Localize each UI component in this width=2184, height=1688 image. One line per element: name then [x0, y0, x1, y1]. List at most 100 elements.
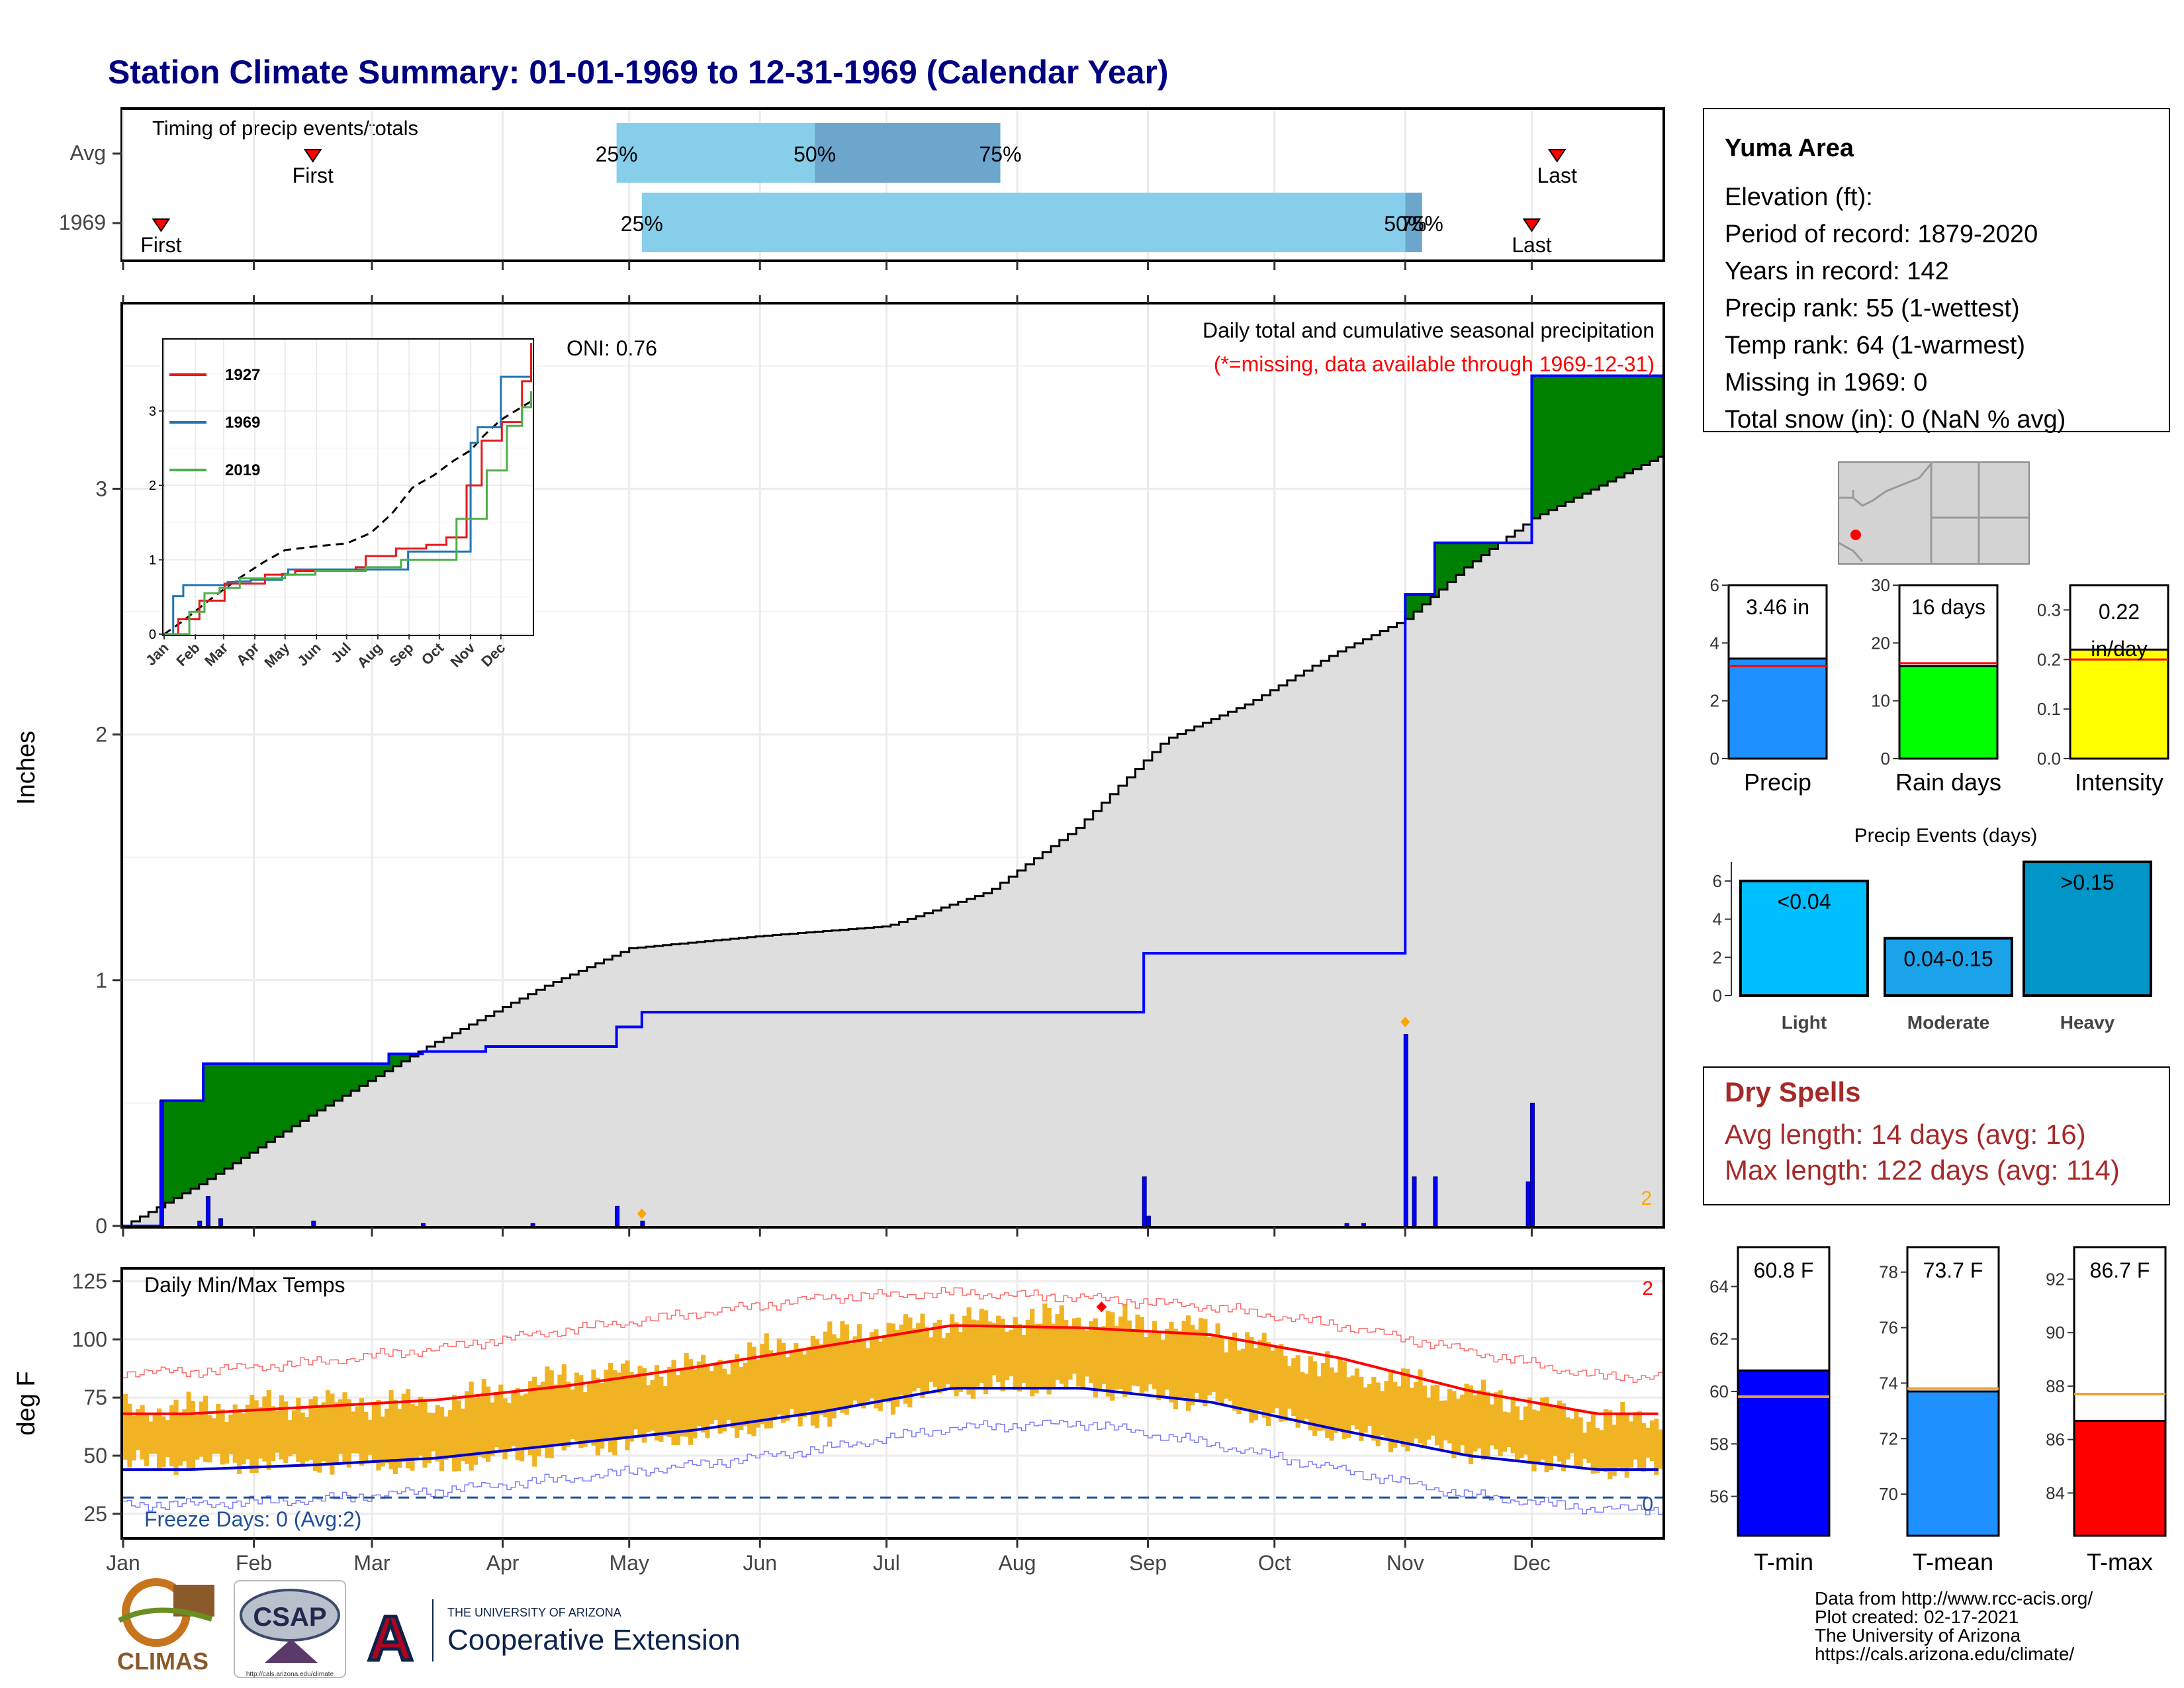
daily-temp-bar — [604, 1370, 609, 1442]
daily-temp-bar — [1308, 1356, 1313, 1430]
daily-temp-bar — [629, 1372, 634, 1442]
climas-logo-swoosh — [118, 1607, 213, 1623]
precip-anomaly-fill — [182, 1100, 187, 1194]
daily-temp-bar — [1624, 1413, 1629, 1478]
daily-temp-bar — [646, 1385, 651, 1432]
daily-temp-bar — [414, 1405, 419, 1458]
daily-temp-bar — [271, 1406, 276, 1462]
precip-anomaly-fill — [173, 1100, 179, 1198]
summary-y-tick-label: 0.3 — [2037, 600, 2061, 620]
precip-anomaly-fill — [346, 1064, 351, 1096]
temp-summary-y-tick-label: 88 — [2046, 1376, 2065, 1396]
daily-temp-bar — [1480, 1380, 1486, 1460]
precip-anomaly-fill — [312, 1064, 318, 1116]
daily-temp-bar — [1464, 1383, 1469, 1457]
daily-temp-bar — [1645, 1427, 1651, 1458]
daily-temp-bar — [498, 1384, 504, 1453]
daily-temp-bar — [506, 1403, 512, 1450]
daily-temp-bar — [1477, 1390, 1482, 1449]
precip-anomaly-fill — [1451, 543, 1457, 583]
daily-temp-bar — [1375, 1382, 1381, 1446]
precip-anomaly-fill — [291, 1064, 296, 1127]
precip-anomaly-fill — [1414, 594, 1418, 612]
daily-temp-bar — [1405, 1368, 1410, 1452]
footer: Data from http://www.rcc-acis.org/ Plot … — [117, 1578, 2093, 1678]
avg-cumulative-area — [123, 457, 1662, 1226]
temp-summary-value-label: 73.7 F — [1923, 1258, 1983, 1282]
last-event-marker — [1547, 149, 1567, 163]
daily-temp-bar — [701, 1354, 706, 1433]
daily-temp-bar — [266, 1389, 271, 1470]
daily-precip-bar — [1142, 1176, 1147, 1227]
precip-anomaly-fill — [1620, 375, 1625, 478]
temp-y-tick-label: 50 — [83, 1444, 107, 1468]
daily-temp-bar — [232, 1404, 238, 1463]
record-min-line — [123, 1419, 1662, 1516]
daily-temp-bar — [557, 1374, 563, 1444]
daily-temp-bar — [1608, 1410, 1613, 1479]
daily-temp-bar — [1126, 1320, 1132, 1394]
daily-temp-bar — [250, 1395, 255, 1474]
daily-temp-bar — [827, 1321, 833, 1427]
temp-summary-y-tick-label: 76 — [1879, 1318, 1898, 1338]
daily-temp-bar — [1299, 1372, 1305, 1423]
temp-y-axis-label: deg F — [13, 1371, 40, 1435]
daily-temp-bar — [279, 1395, 284, 1460]
daily-temp-bar — [1316, 1376, 1322, 1431]
daily-temp-bar — [659, 1376, 664, 1442]
daily-temp-bar — [675, 1375, 680, 1446]
daily-temp-bar — [625, 1360, 630, 1450]
daily-temp-bar — [435, 1405, 440, 1462]
daily-temp-bar — [334, 1402, 339, 1466]
daily-temp-bar — [772, 1353, 778, 1419]
daily-temp-bar — [1649, 1420, 1655, 1462]
daily-temp-bar — [1291, 1358, 1297, 1417]
precip-anomaly-fill — [232, 1064, 238, 1164]
daily-temp-bar — [367, 1419, 373, 1455]
dry-spells-frame — [1703, 1066, 2170, 1205]
daily-temp-bar — [561, 1364, 567, 1451]
temp-x-tick-label: Jul — [873, 1551, 900, 1575]
daily-temp-bar — [481, 1379, 486, 1458]
daily-temp-bar — [852, 1336, 858, 1401]
climas-logo-text: CLIMAS — [117, 1648, 208, 1675]
precip-anomaly-fill — [1654, 375, 1659, 461]
daily-temp-bar — [532, 1376, 537, 1467]
precip-anomaly-fill — [224, 1064, 229, 1169]
daily-temp-bar — [283, 1401, 289, 1464]
daily-temp-bar — [1658, 1429, 1663, 1469]
daily-temp-bar — [549, 1370, 554, 1459]
daily-temp-bar — [1409, 1387, 1414, 1444]
summary-y-tick-label: 30 — [1871, 575, 1890, 595]
inset-legend-label: 2019 — [225, 461, 260, 479]
station-period: Period of record: 1879-2020 — [1725, 220, 2038, 248]
precip-anomaly-fill — [1422, 594, 1427, 604]
precip-anomaly-fill — [220, 1064, 225, 1174]
daily-temp-bar — [220, 1409, 225, 1465]
daily-temp-bar — [426, 1412, 432, 1464]
daily-temp-bar — [1384, 1381, 1389, 1439]
summary-value-label: 16 days — [1911, 595, 1985, 619]
daily-temp-bar — [228, 1414, 234, 1454]
temp-summary-y-tick-label: 78 — [1879, 1262, 1898, 1282]
timing-bar-25-50 — [616, 123, 815, 183]
summary-y-tick-label: 2 — [1710, 691, 1719, 711]
locator-map — [1838, 461, 2030, 565]
precip-anomaly-fill — [275, 1064, 280, 1137]
precip-anomaly-fill — [186, 1100, 191, 1194]
daily-temp-bar — [1434, 1384, 1440, 1446]
summary-y-tick-label: 0.0 — [2037, 749, 2061, 769]
daily-temp-bar — [511, 1391, 516, 1446]
temp-lines — [123, 1287, 1662, 1516]
daily-temp-bar — [1071, 1318, 1077, 1374]
temp-x-tick-label: Dec — [1513, 1551, 1551, 1575]
first-event-marker — [152, 218, 171, 232]
daily-temp-bar — [1046, 1307, 1052, 1395]
daily-temp-bar — [540, 1382, 546, 1448]
inset-frame — [162, 338, 534, 636]
precip-event-name: Moderate — [1907, 1012, 1989, 1033]
precip-anomaly-fill — [300, 1064, 305, 1121]
temp-corner-count: 2 — [1642, 1278, 1653, 1299]
temp-panel-frame — [120, 1267, 1665, 1540]
daily-temp-bar — [1228, 1338, 1233, 1401]
